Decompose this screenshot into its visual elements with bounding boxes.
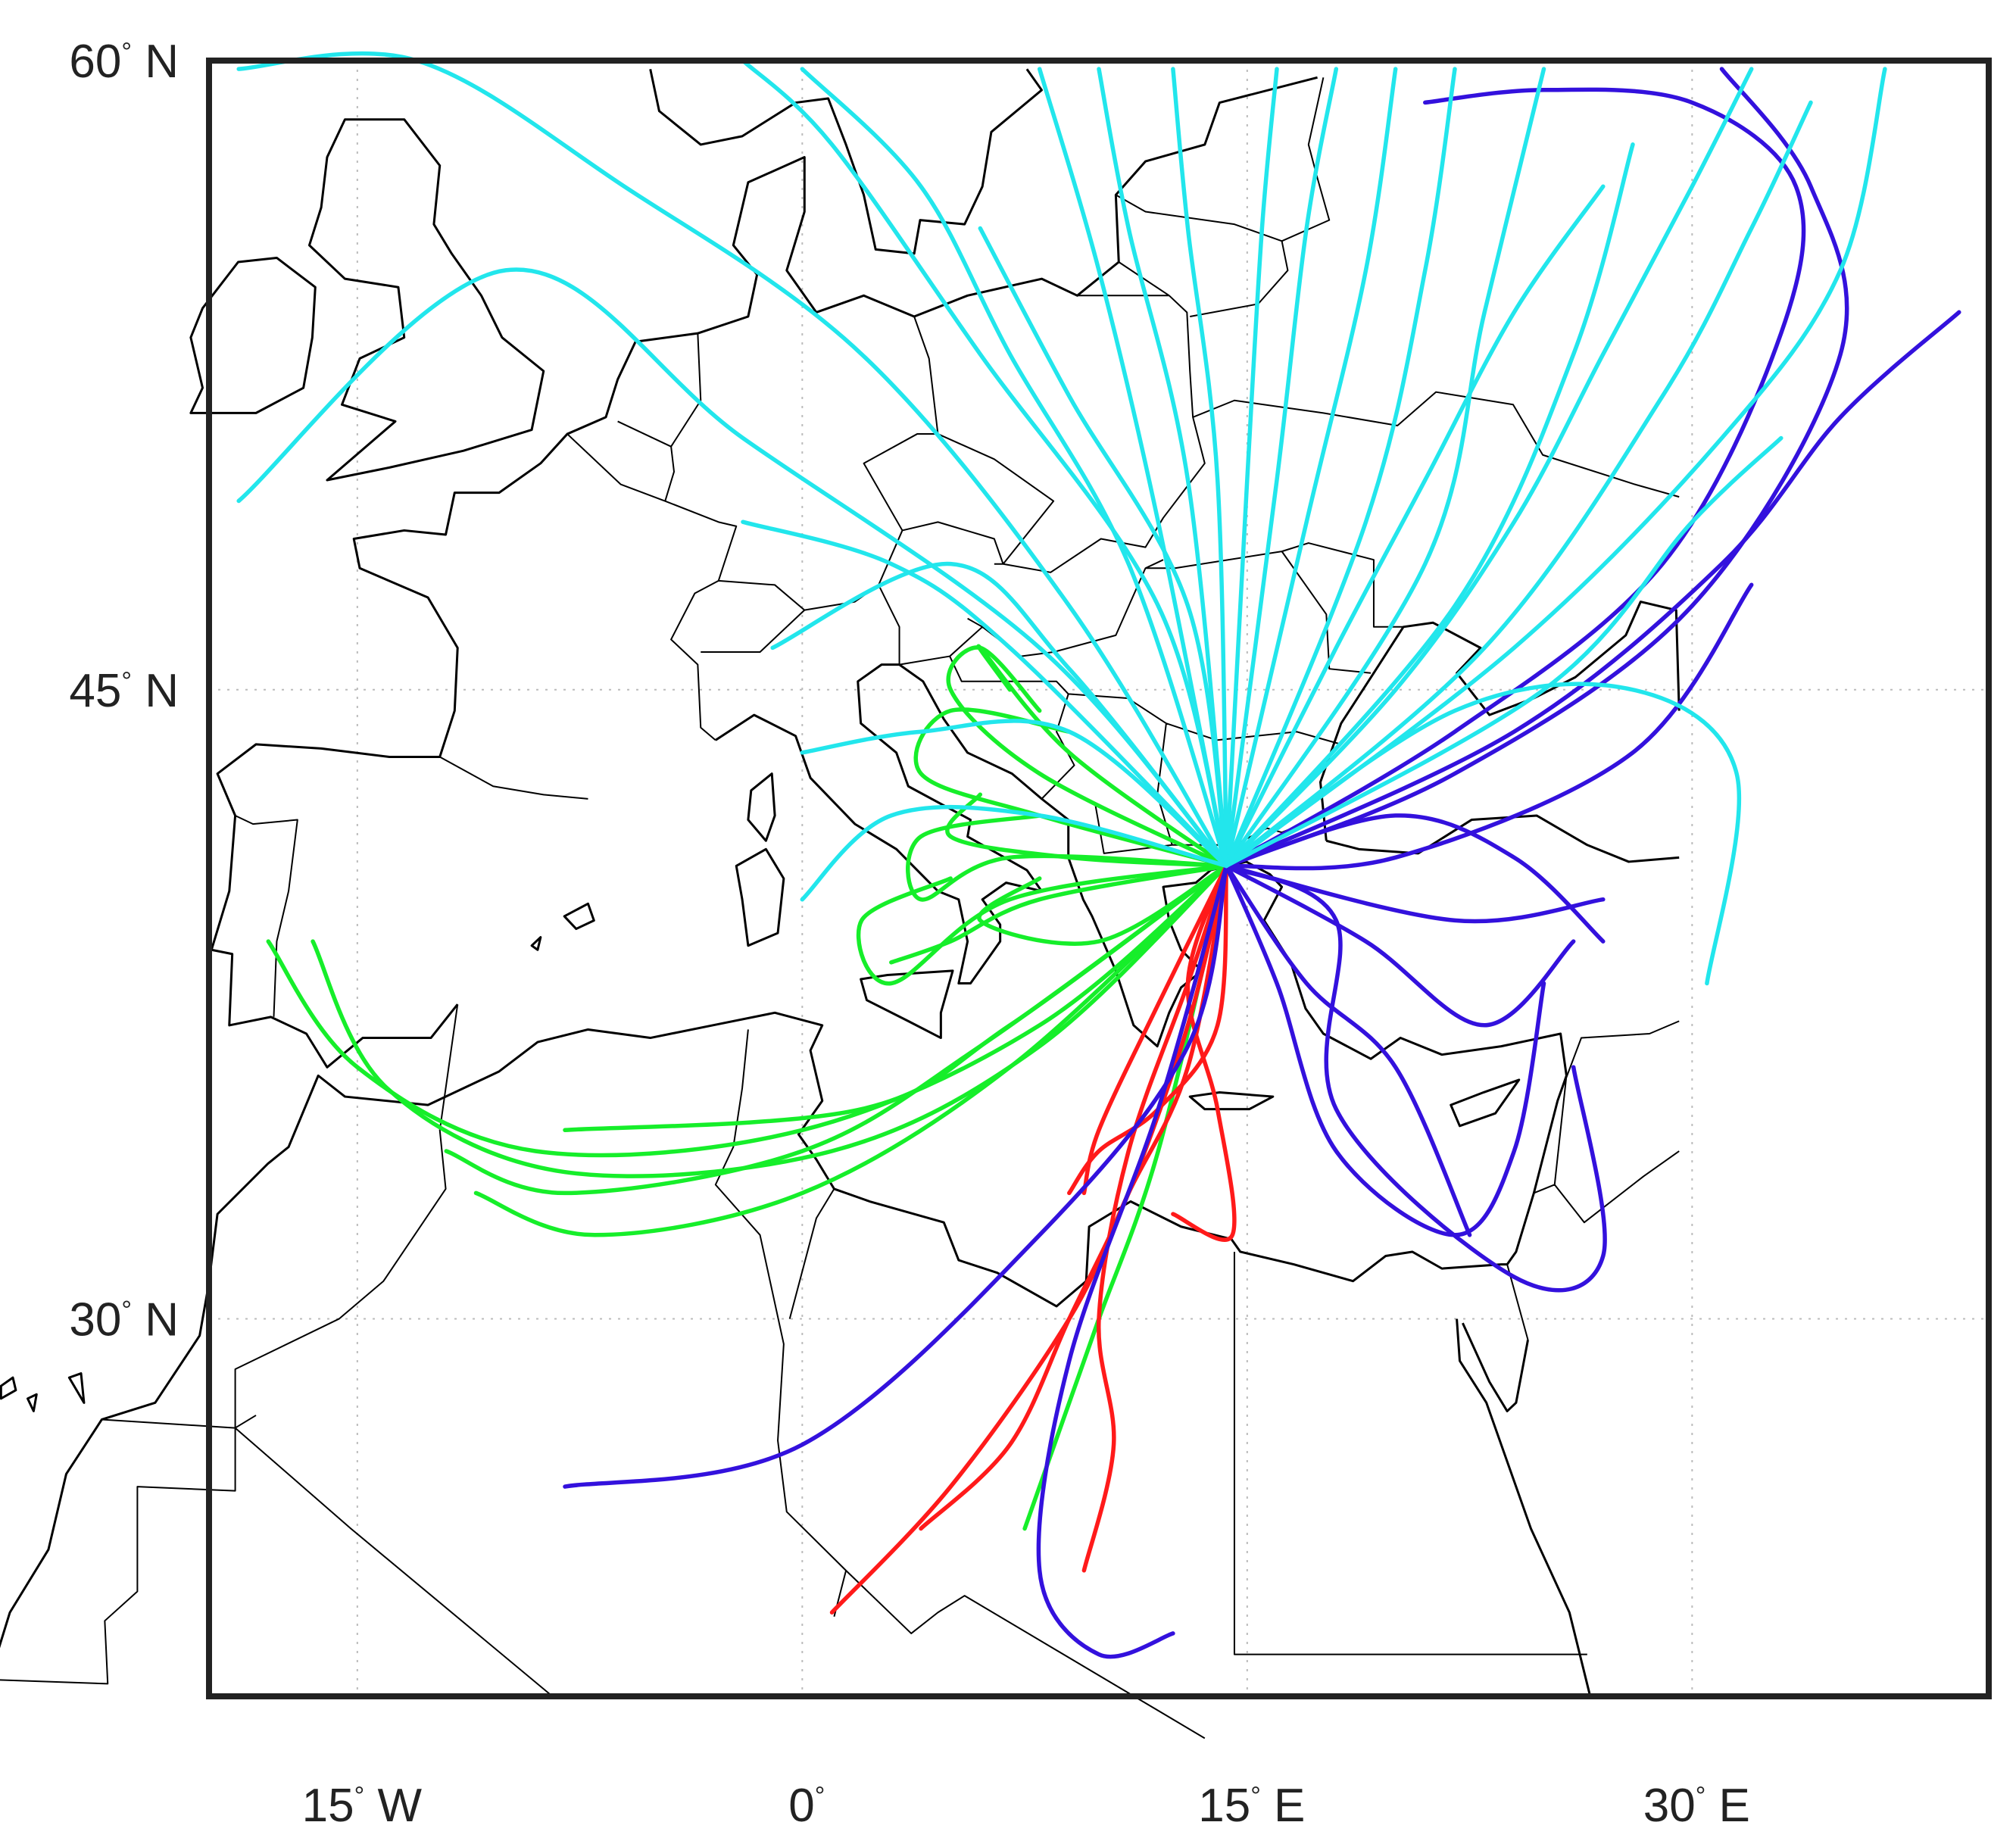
trajectory-blue-2 [1224,310,1961,869]
basemap [0,69,1679,1738]
trajectory-blue-10 [1224,863,1606,924]
trajectory-cyan-23 [1224,67,1754,869]
trajectory-cyan-16 [741,520,1229,869]
trajectory-blue-0 [1224,87,1806,869]
trajectory-red-3 [1067,863,1229,1196]
trajectory-cyan-21 [1224,184,1606,869]
trajectory-green-2 [473,863,1229,1237]
lon-label-15: 15° E [1198,1780,1305,1832]
trajectory-cyan-1 [236,267,1229,869]
trajectory-blue-8 [1224,863,1576,1028]
plot-area [209,61,1989,1696]
trajectory-cyan-7 [1224,67,1279,869]
trajectory-cyan-6 [1171,67,1229,869]
lat-label-60: 60° N [69,36,179,88]
trajectory-cyan-4 [1037,67,1229,869]
coastline-sardinia [736,849,784,945]
coastline-corsica [748,774,775,841]
trajectory-cyan-18 [800,804,1229,902]
trajectory-cyan-10 [1224,67,1457,869]
trajectory-blue-5 [1224,863,1546,1237]
trajectory-blue-6 [563,863,1229,1489]
trajectory-cyan-22 [978,226,1229,869]
trajectory-green-0 [266,863,1229,1158]
trajectory-blue-11 [1224,813,1606,944]
trajectory-cyan-15 [1224,435,1784,869]
trajectory-blue-3 [1224,582,1754,871]
trajectory-green-8 [946,645,1229,869]
trajectory-green-9 [976,644,1229,869]
latitude-labels: 60° N 45° N 30° N [69,36,179,1346]
coastline-europe-west [211,77,1317,1067]
trajectory-red-4 [1171,863,1237,1242]
lon-label-0: 0° [788,1780,825,1832]
lat-label-45: 45° N [69,665,179,717]
trajectory-cyan-20 [1224,682,1742,986]
trajectory-green-10 [889,863,1229,965]
trajectory-cyan-17 [770,561,1229,869]
trajectory-green-4 [563,863,1229,1133]
trajectory-cyan-5 [1097,67,1229,869]
map-frame [206,58,1992,1699]
trajectory-cyan-12 [1224,142,1635,869]
coastline-red-sea [1457,1319,1590,1696]
trajectory-cyan-11 [1224,67,1546,869]
trajectory-cyan-19 [800,719,1229,869]
coastline-canaries [0,1374,84,1412]
trajectory-cyan-9 [1224,67,1398,869]
trajectory-green-7 [913,707,1229,869]
lon-label--15: 15° W [302,1780,423,1832]
lat-label-30: 30° N [69,1294,179,1346]
coastline-italy [716,665,1042,984]
coastline-balearic [532,903,594,950]
trajectory-cyan-8 [1224,67,1339,869]
trajectory-blue-9 [1224,863,1472,1237]
trajectory-red-5 [1081,863,1229,1196]
coastline-balkans-greece [900,665,1567,1265]
country-borders [0,77,1679,1738]
trajectory-green-11 [945,792,1229,869]
trajectory-blue-7 [1036,863,1229,1659]
coastline-sicily [861,971,953,1038]
lon-label-30: 30° E [1643,1780,1750,1832]
trajectory-blue-4 [1224,863,1607,1293]
trajectory-cyan-13 [1224,100,1813,869]
trajectory-green-5 [856,863,1229,986]
trajectory-green-13 [977,863,1229,946]
trajectory-cyan-2 [741,58,1229,869]
coastline-ireland [191,257,315,413]
longitude-labels: 15° W 0° 15° E 30° E [302,1780,1750,1832]
coastline-north-africa [0,1012,1507,1696]
coastline-cyprus [1451,1080,1519,1126]
trajectory-cyan-3 [800,67,1229,869]
coastline-scandinavia [651,69,1042,254]
